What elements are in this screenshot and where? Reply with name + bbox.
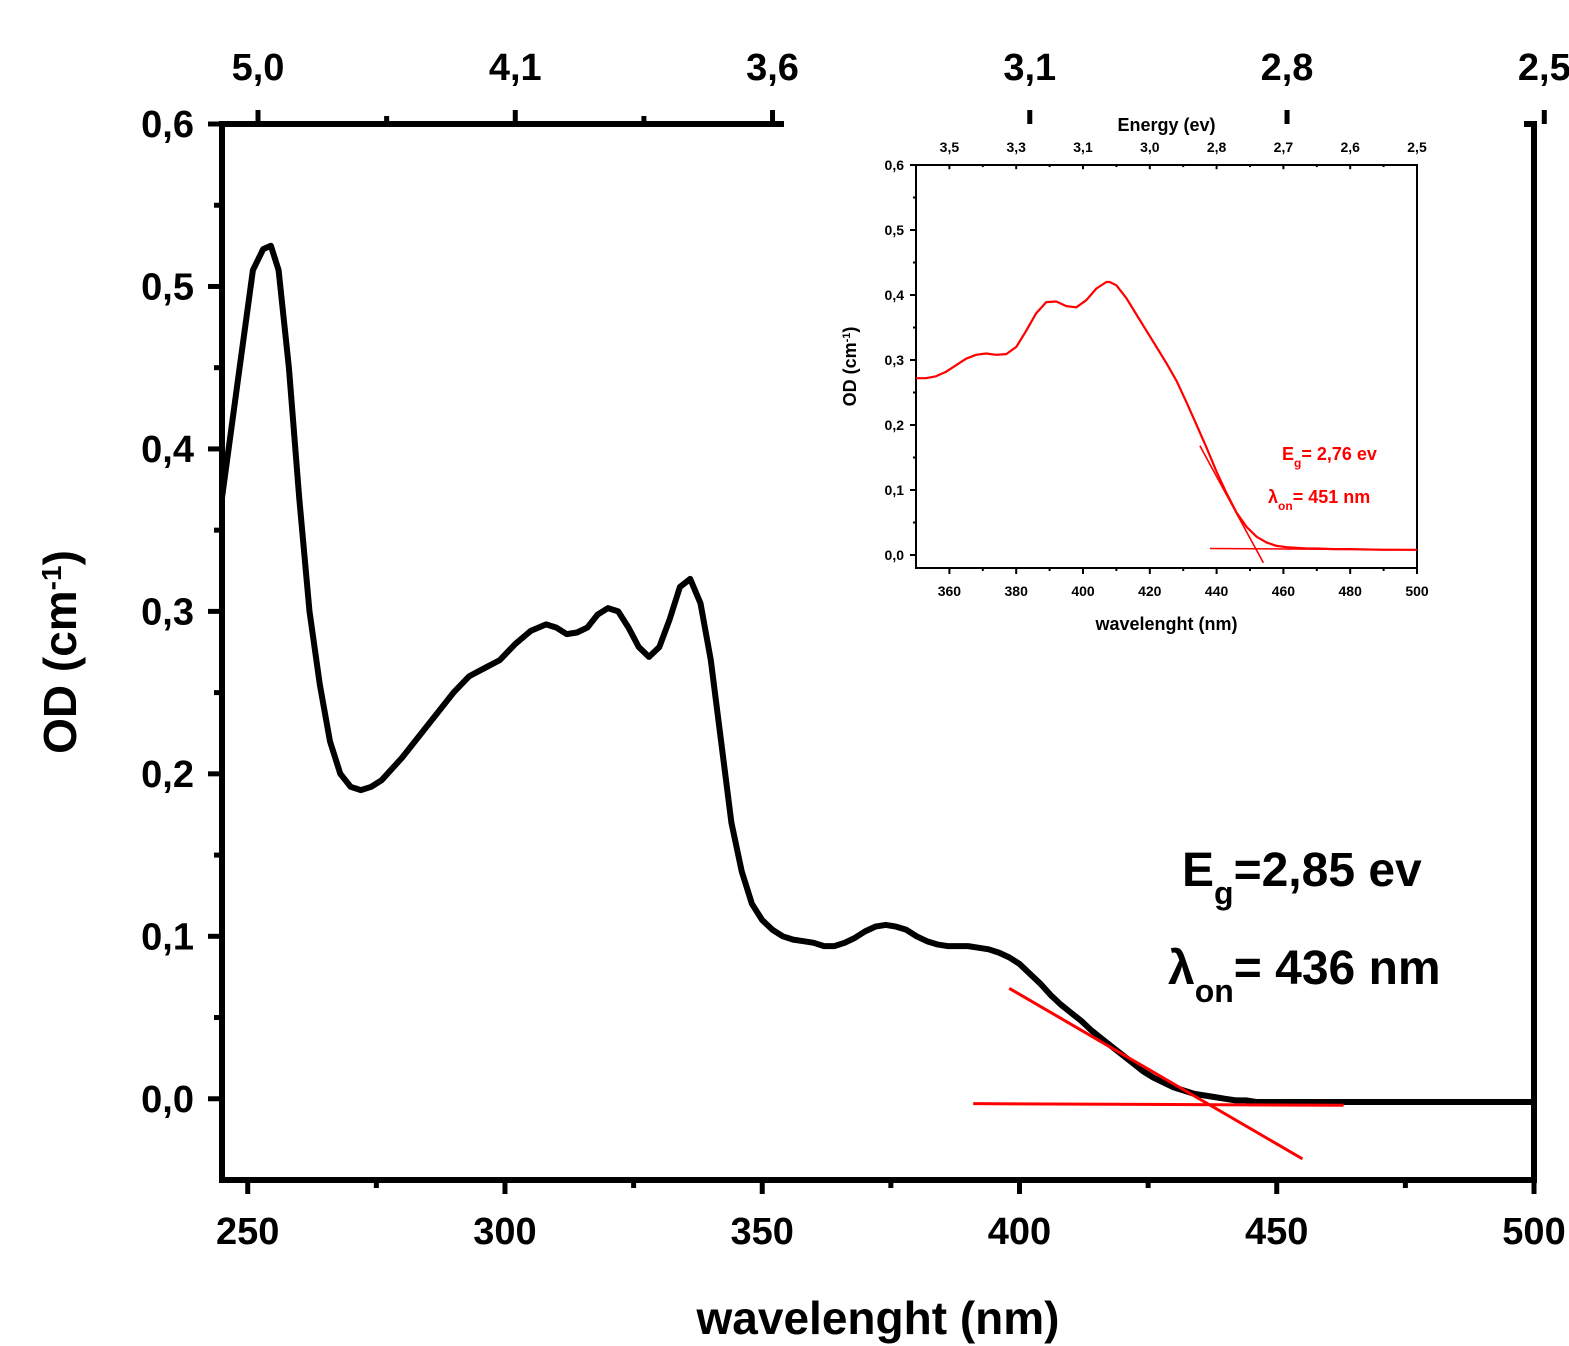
inset-top-tick-label: 3,0 [1140,139,1160,155]
main-top-tick-label: 3,1 [1003,47,1056,89]
inset-top-tick-label: 3,5 [940,139,960,155]
inset-tangent-fit-line [1199,445,1265,564]
inset-top-tick-label: 3,1 [1073,139,1093,155]
inset-top-tick-label: 2,6 [1340,139,1360,155]
main-bandgap-annotation: Eg=2,85 ev [1182,844,1422,911]
main-y-tick-label: 0,3 [141,591,194,633]
inset-x-tick-label: 420 [1138,583,1162,599]
inset-y-tick-label: 0,3 [885,352,905,368]
main-top-tick-label: 2,8 [1261,47,1314,89]
inset-y-tick-label: 0,6 [885,157,905,173]
inset-x-tick-label: 360 [938,583,962,599]
inset-y-tick-label: 0,0 [885,547,905,563]
inset-x-tick-label: 460 [1272,583,1296,599]
inset-y-axis-label: OD (cm-1) [840,327,860,407]
inset-x-axis-label: wavelenght (nm) [1094,614,1237,634]
inset-plot: 360 380 400 420 440 460 480 500 0,0 0,1 0,2 0,3 0,4 0… [840,115,1429,634]
main-y-axis-label: OD (cm-1) [34,550,86,754]
main-x-tick-label: 350 [731,1211,794,1253]
inset-top-tick-label: 3,3 [1006,139,1026,155]
main-y-tick-label: 0,2 [141,754,194,796]
inset-y-tick-label: 0,1 [885,482,905,498]
inset-top-tick-label: 2,7 [1274,139,1294,155]
inset-onset-annotation: λon= 451 nm [1268,487,1370,513]
main-y-tick-label: 0,4 [141,429,194,471]
main-x-tick-label: 500 [1502,1211,1565,1253]
main-top-tick-label: 2,5 [1518,47,1569,89]
main-top-tick-label: 4,1 [489,47,542,89]
inset-x-tick-label: 400 [1071,583,1095,599]
main-y-tick-label: 0,5 [141,266,194,308]
inset-y-tick-label: 0,5 [885,222,905,238]
main-data-line [222,242,1534,1105]
inset-top-tick-label: 2,8 [1207,139,1227,155]
main-onset-annotation: λon= 436 nm [1168,942,1441,1009]
main-baseline-fit-line [973,1102,1344,1107]
inset-baseline-fit-line [1209,547,1418,551]
main-x-tick-label: 250 [216,1211,279,1253]
main-top-tick-label: 5,0 [232,47,285,89]
main-tangent-fit-line [1008,986,1304,1161]
inset-x-tick-label: 440 [1205,583,1229,599]
main-y-tick-label: 0,1 [141,916,194,958]
main-x-tick-label: 450 [1245,1211,1308,1253]
main-top-tick-label: 3,6 [746,47,799,89]
inset-y-tick-label: 0,2 [885,417,905,433]
main-x-tick-label: 300 [473,1211,536,1253]
main-x-tick-label: 400 [988,1211,1051,1253]
inset-x-tick-label: 500 [1405,583,1429,599]
inset-top-tick-label: 2,5 [1407,139,1427,155]
inset-y-tick-label: 0,4 [885,287,905,303]
inset-x-tick-label: 380 [1005,583,1029,599]
main-plot: 250 300 350 400 450 500 0,0 0,1 0,2 0,3 0,4 0,5 0,6 5… [34,47,1569,1344]
inset-data-line [916,280,1417,551]
main-x-axis-label: wavelenght (nm) [696,1292,1060,1344]
inset-top-axis-title: Energy (ev) [1117,115,1215,135]
main-y-tick-label: 0,6 [141,104,194,146]
main-y-tick-label: 0,0 [141,1079,194,1121]
inset-bandgap-annotation: Eg= 2,76 ev [1282,444,1377,470]
inset-x-tick-label: 480 [1339,583,1363,599]
